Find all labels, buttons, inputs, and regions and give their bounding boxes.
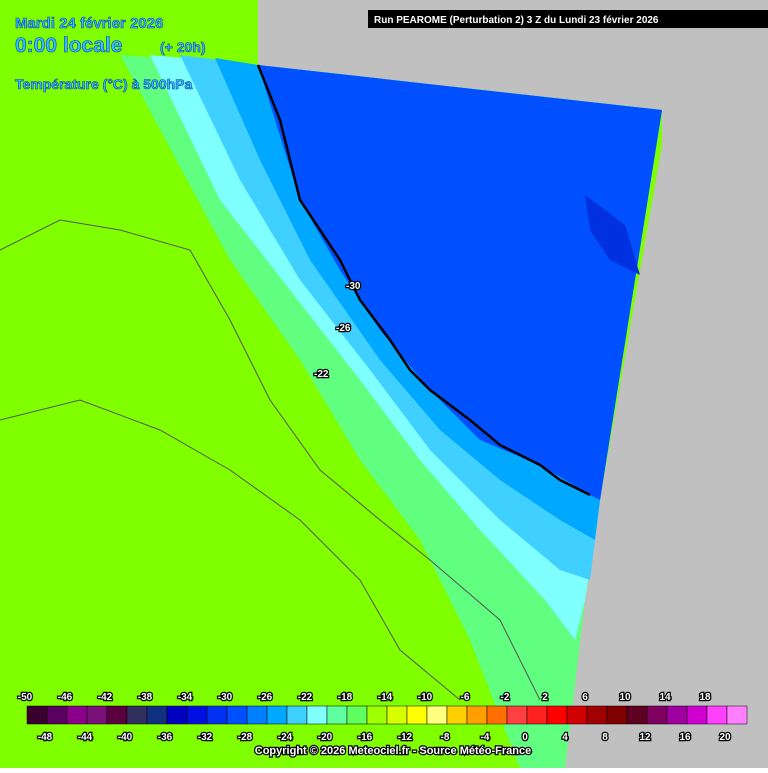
colorbar-label: -20 [318, 732, 333, 743]
run-info: Run PEAROME (Perturbation 2) 3 Z du Lund… [374, 15, 659, 26]
colorbar-swatch [346, 705, 368, 725]
contour-label: -22 [314, 369, 329, 380]
colorbar-swatch [306, 705, 328, 725]
colorbar-label: -34 [178, 692, 193, 703]
colorbar-swatch [26, 705, 48, 725]
colorbar-label: -6 [461, 692, 470, 703]
colorbar-swatch [706, 705, 728, 725]
colorbar-swatch [486, 705, 508, 725]
colorbar-label: -10 [418, 692, 433, 703]
colorbar-swatch [226, 705, 248, 725]
colorbar-label: -16 [358, 732, 373, 743]
colorbar-label: 12 [639, 732, 651, 743]
colorbar-label: -46 [58, 692, 73, 703]
colorbar-swatch [686, 705, 708, 725]
colorbar-label: -4 [481, 732, 490, 743]
colorbar-label: -50 [18, 692, 33, 703]
colorbar-swatch [246, 705, 268, 725]
colorbar-swatch [546, 705, 568, 725]
colorbar-label: 8 [602, 732, 608, 743]
colorbar-swatch [726, 705, 748, 725]
colorbar-label: -24 [278, 732, 293, 743]
colorbar-swatch [626, 705, 648, 725]
run-box [368, 10, 768, 28]
colorbar-swatch [646, 705, 668, 725]
band-32 [585, 195, 640, 275]
colorbar: -50-48-46-44-42-40-38-36-34-32-30-28-26-… [17, 691, 748, 744]
colorbar-label: -44 [78, 732, 93, 743]
colorbar-label: -30 [218, 692, 233, 703]
border-line [0, 219, 541, 701]
colorbar-label: -32 [198, 732, 213, 743]
contour-label: -30 [346, 281, 361, 292]
contour-line [256, 64, 591, 497]
colorbar-label: -14 [378, 692, 393, 703]
colorbar-swatch [506, 705, 528, 725]
colorbar-swatch [366, 705, 388, 725]
time: 0:00 locale [15, 34, 122, 57]
colorbar-swatch [266, 705, 288, 725]
band-30 [258, 65, 662, 500]
colorbar-swatch [526, 705, 548, 725]
colorbar-swatch [46, 705, 68, 725]
border-line [0, 399, 461, 701]
date: Mardi 24 février 2026 [15, 15, 163, 32]
colorbar-swatch [386, 705, 408, 725]
colorbar-swatch [186, 705, 208, 725]
colorbar-label: -28 [238, 732, 253, 743]
colorbar-swatch [326, 705, 348, 725]
colorbar-label: -18 [338, 692, 353, 703]
colorbar-swatch [406, 705, 428, 725]
colorbar-swatch [586, 705, 608, 725]
colorbar-label: -42 [98, 692, 113, 703]
colorbar-swatch [106, 705, 128, 725]
colorbar-swatch [126, 705, 148, 725]
colorbar-swatch [446, 705, 468, 725]
colorbar-label: -8 [441, 732, 450, 743]
colorbar-label: -12 [398, 732, 413, 743]
parameter: Température (°C) à 500hPa [15, 76, 193, 92]
colorbar-swatch [86, 705, 108, 725]
copyright: Copyright © 2026 Meteociel.fr - Source M… [255, 745, 531, 757]
colorbar-label: 10 [619, 692, 631, 703]
colorbar-label: -2 [501, 692, 510, 703]
colorbar-swatch [66, 705, 88, 725]
colorbar-swatch [146, 705, 168, 725]
colorbar-swatch [426, 705, 448, 725]
colorbar-swatch [166, 705, 188, 725]
colorbar-swatch [206, 705, 228, 725]
colorbar-label: 18 [699, 692, 711, 703]
colorbar-label: 20 [719, 732, 731, 743]
colorbar-swatch [666, 705, 688, 725]
colorbar-label: -38 [138, 692, 153, 703]
colorbar-label: -48 [38, 732, 53, 743]
colorbar-swatch [286, 705, 308, 725]
colorbar-label: -40 [118, 732, 133, 743]
colorbar-label: -22 [298, 692, 313, 703]
lead: (+ 20h) [160, 39, 206, 55]
colorbar-swatch [566, 705, 588, 725]
colorbar-label: 16 [679, 732, 691, 743]
colorbar-label: 2 [542, 692, 548, 703]
colorbar-label: 6 [582, 692, 588, 703]
colorbar-label: -36 [158, 732, 173, 743]
colorbar-label: 0 [522, 732, 528, 743]
colorbar-label: -26 [258, 692, 273, 703]
colorbar-swatch [606, 705, 628, 725]
contour-label: -26 [336, 323, 351, 334]
colorbar-swatch [466, 705, 488, 725]
colorbar-label: 4 [562, 732, 568, 743]
colorbar-label: 14 [659, 692, 671, 703]
